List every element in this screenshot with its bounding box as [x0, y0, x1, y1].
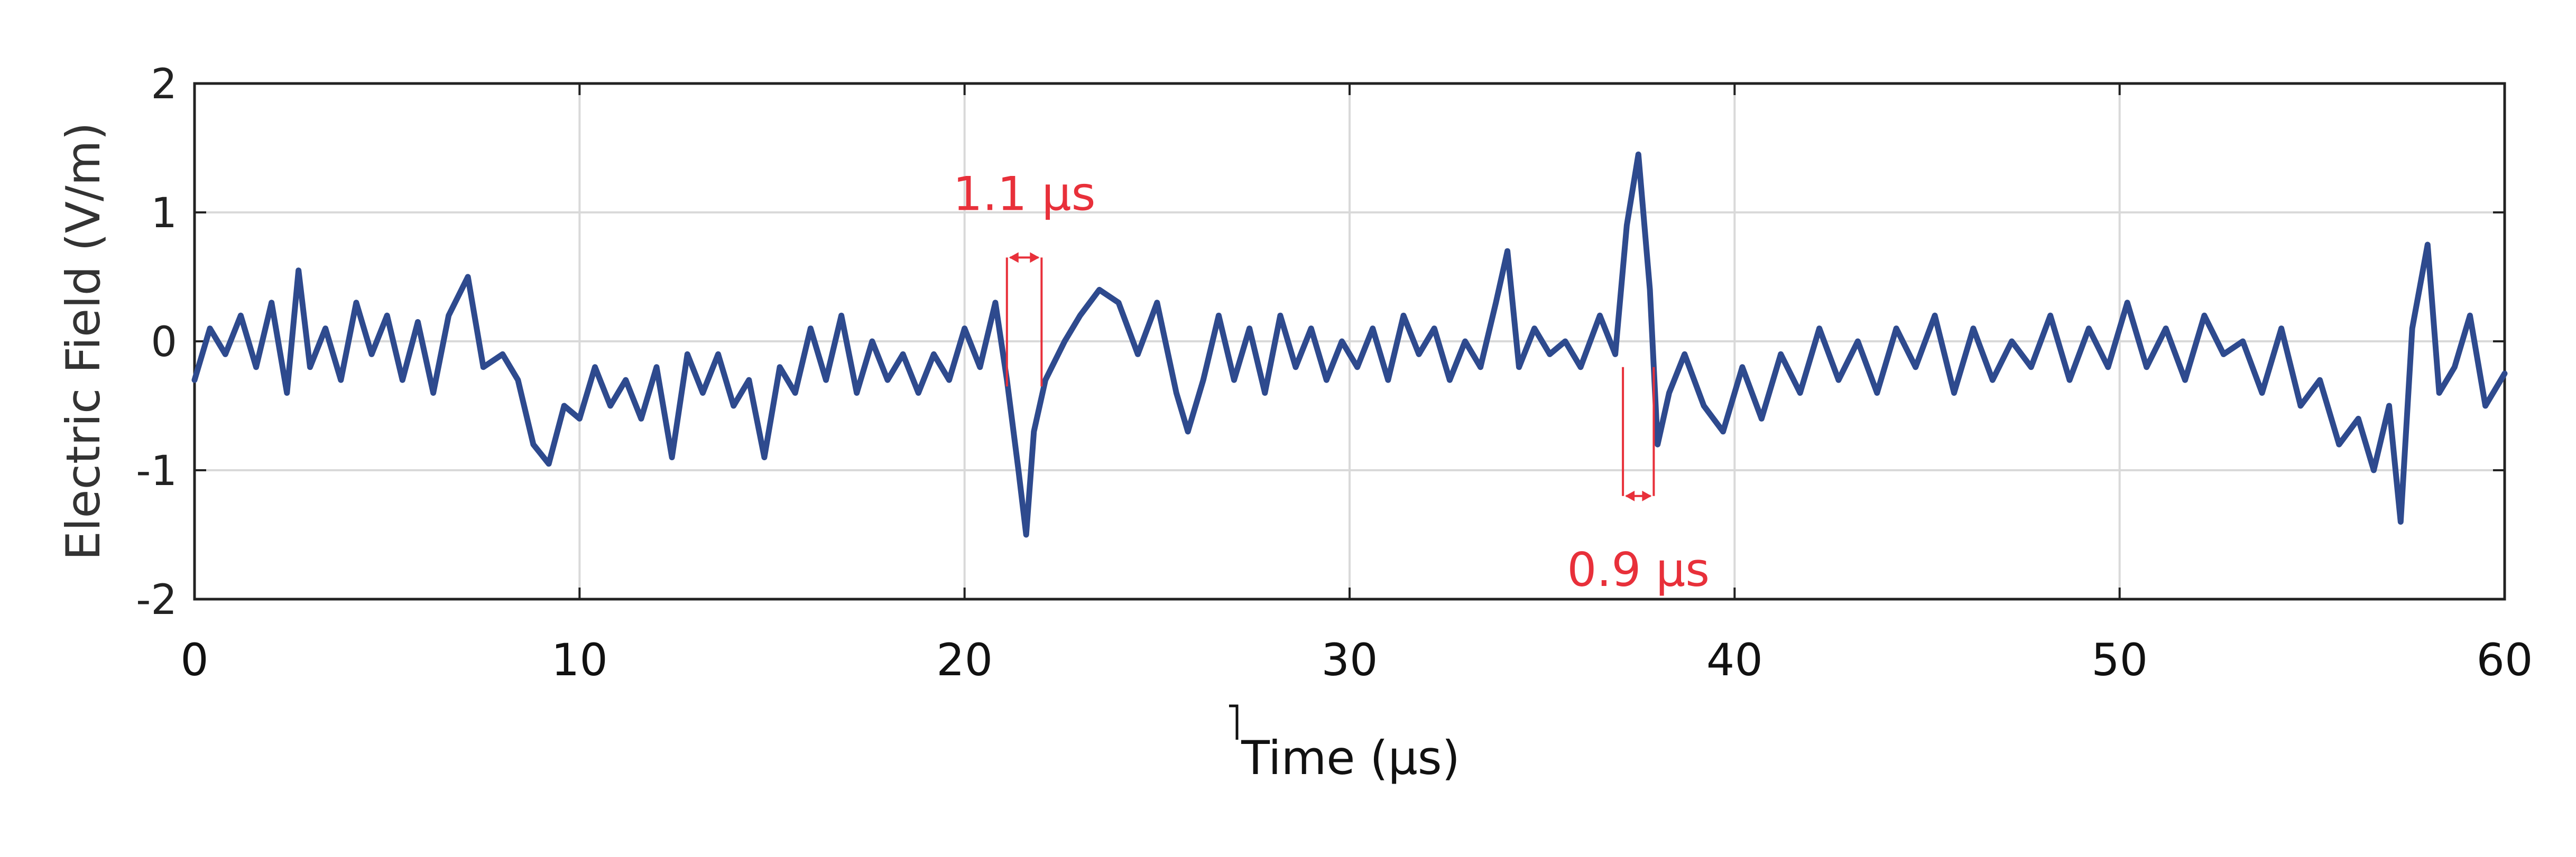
- annotation-label: 0.9 μs: [1567, 543, 1710, 597]
- y-axis-label: Electric Field (V/m): [56, 122, 110, 560]
- grid-lines: [195, 83, 2505, 599]
- annotation-arrowhead-left: [1009, 252, 1019, 263]
- y-axis-ticks: -2 -1 0 1 2: [136, 61, 2505, 624]
- y-tick-label: 2: [151, 61, 177, 108]
- x-tick-label: 30: [1322, 634, 1378, 686]
- y-tick-label: -1: [136, 448, 177, 495]
- x-tick-label: 10: [551, 634, 608, 686]
- y-tick-label: 0: [151, 319, 177, 366]
- series-layer: [191, 151, 2508, 538]
- x-axis-label: Time (μs): [1241, 731, 1460, 785]
- y-tick-label: -2: [136, 576, 177, 624]
- x-tick-label: 60: [2477, 634, 2533, 686]
- x-tick-label: 20: [936, 634, 993, 686]
- x-label-tick-mark: [1229, 704, 1239, 740]
- annotation-arrowhead-right: [1642, 490, 1652, 501]
- x-tick-label: 0: [180, 634, 208, 686]
- x-axis-ticks: 0 10 20 30 40 50 60: [180, 83, 2533, 686]
- annotation-arrowhead-left: [1625, 490, 1635, 501]
- duration-annotation: 1.1 μs: [953, 166, 1096, 387]
- annotation-label: 1.1 μs: [953, 166, 1096, 221]
- electric-field-series-line: [191, 151, 2508, 538]
- annotation-layer: 1.1 μs 0.9 μs: [953, 166, 1710, 597]
- duration-annotation: 0.9 μs: [1567, 367, 1710, 597]
- x-tick-label: 40: [1706, 634, 1763, 686]
- annotation-arrowhead-right: [1030, 252, 1040, 263]
- x-tick-label: 50: [2091, 634, 2148, 686]
- y-tick-label: 1: [151, 190, 177, 237]
